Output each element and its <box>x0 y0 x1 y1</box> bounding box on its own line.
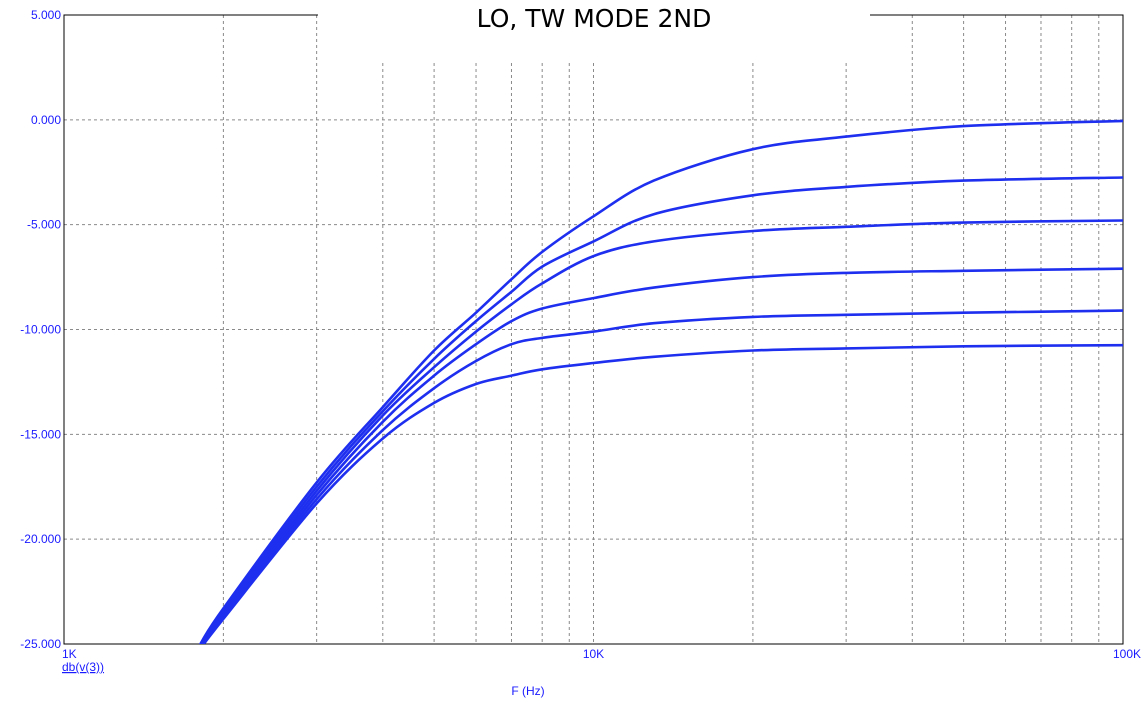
series-line-4 <box>200 267 1123 644</box>
x-tick-label: 1K <box>62 647 77 661</box>
y-axis-ticks: 5.000 0.000 -5.000 -10.000 -15.000 -20.000 -25… <box>20 8 61 651</box>
series-line-5 <box>200 309 1123 644</box>
series-line-2 <box>199 176 1123 644</box>
y-tick-label: 5.000 <box>31 8 61 22</box>
trace-label-link[interactable]: db(v(3)) <box>62 660 104 674</box>
series-line-3 <box>199 219 1123 644</box>
x-axis-label: F (Hz) <box>511 684 544 698</box>
y-tick-label: -25.000 <box>20 637 61 651</box>
chart-title: LO, TW MODE 2ND <box>477 4 712 33</box>
x-tick-label: 100K <box>1113 647 1141 661</box>
y-tick-label: -5.000 <box>27 218 61 232</box>
y-tick-label: -20.000 <box>20 532 61 546</box>
y-tick-label: -10.000 <box>20 323 61 337</box>
grid <box>64 15 1123 644</box>
series-group <box>198 119 1123 644</box>
y-tick-label: 0.000 <box>31 113 61 127</box>
y-tick-label: -15.000 <box>20 427 61 441</box>
series-line-6 <box>202 343 1123 644</box>
x-axis-ticks: 1K 10K 100K <box>62 647 1141 661</box>
x-tick-label: 10K <box>583 647 604 661</box>
series-line-1 <box>198 119 1123 644</box>
title-background <box>318 0 870 60</box>
